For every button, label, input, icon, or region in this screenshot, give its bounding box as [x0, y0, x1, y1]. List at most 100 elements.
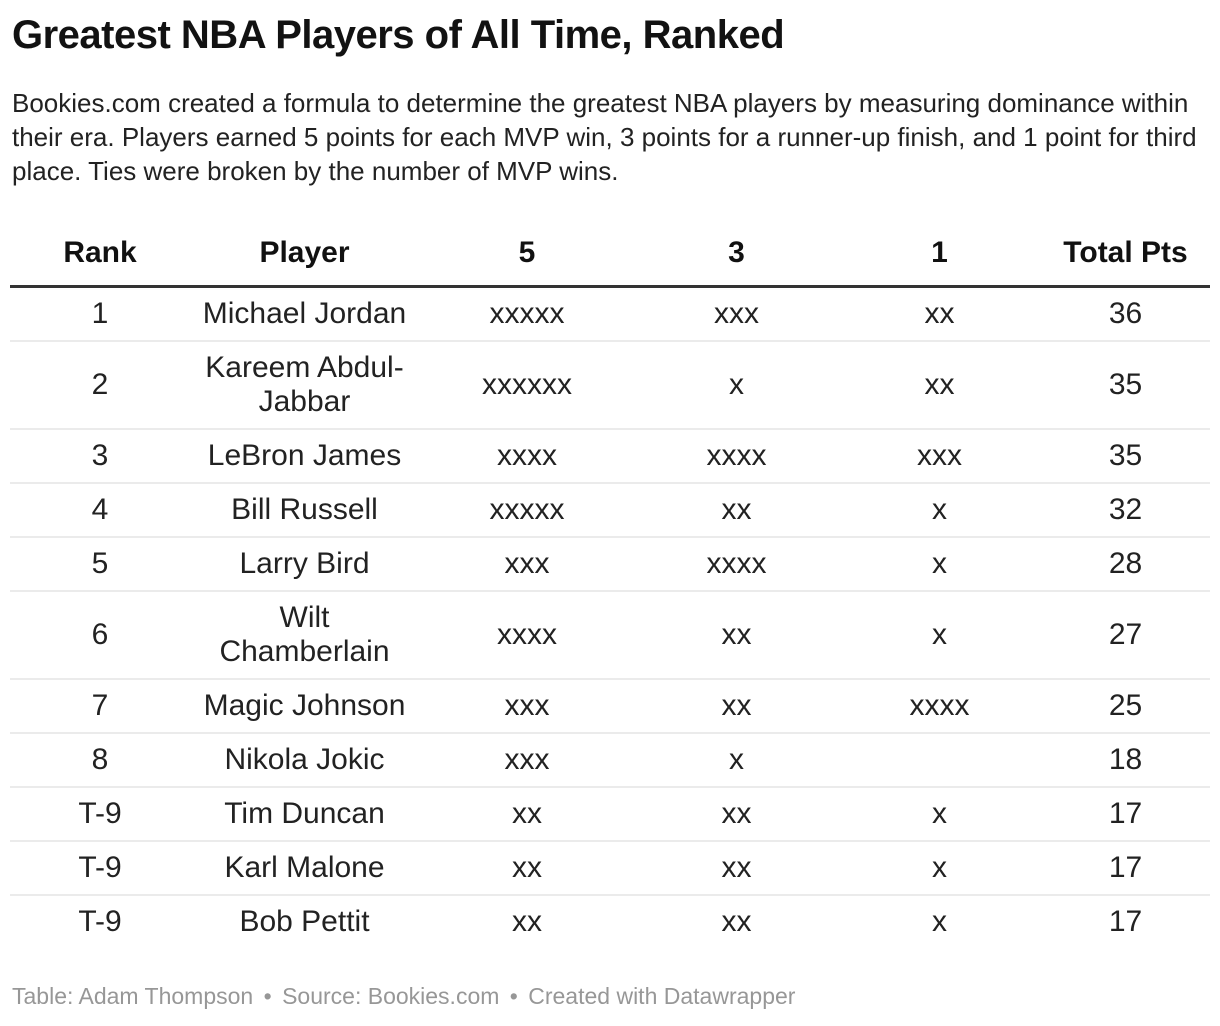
rank-cell: T-9	[10, 894, 190, 948]
cell-value: 1	[91, 297, 109, 330]
total-points-cell: 18	[1041, 732, 1210, 787]
cell-value: 8	[91, 743, 109, 776]
cell-value: 7	[91, 689, 109, 722]
five-points-cell: xxx	[419, 732, 635, 787]
cell-value: x	[932, 905, 947, 938]
table-row: T-9 Bob Pettit xx xx x 17	[10, 894, 1210, 948]
cell-value: xx	[721, 689, 752, 722]
cell-value: x	[932, 797, 947, 830]
one-point-cell: x	[838, 536, 1041, 591]
column-header-total-pts: Total Pts	[1041, 224, 1210, 288]
cell-value: xx	[512, 851, 542, 884]
cell-value: 17	[1108, 797, 1143, 830]
cell-value: x	[729, 368, 744, 401]
player-cell: Larry Bird	[190, 536, 419, 591]
table-row: 1 Michael Jordan xxxxx xxx xx 36	[10, 287, 1210, 342]
cell-value: 32	[1108, 493, 1143, 526]
table-row: T-9 Tim Duncan xx xx x 17	[10, 786, 1210, 841]
cell-value: 5	[91, 547, 109, 580]
rank-cell: 6	[10, 590, 190, 679]
player-cell: LeBron James	[190, 428, 419, 483]
table-row: 7 Magic Johnson xxx xx xxxx 25	[10, 678, 1210, 733]
player-name: Wilt Chamberlain	[219, 601, 390, 668]
player-name: LeBron James	[207, 439, 402, 472]
cell-value: x	[932, 547, 947, 580]
one-point-cell: x	[838, 840, 1041, 895]
three-points-cell: xxxx	[635, 536, 838, 591]
cell-value: x	[932, 618, 947, 651]
cell-value: 4	[91, 493, 109, 526]
table-credit: Table: Adam Thompson	[12, 983, 254, 1009]
table-header-row: Rank Player 5 3 1 Total Pts	[10, 224, 1210, 288]
player-name: Bill Russell	[231, 493, 378, 526]
total-points-cell: 28	[1041, 536, 1210, 591]
player-cell: Kareem Abdul-Jabbar	[190, 340, 419, 429]
cell-value: x	[729, 743, 744, 776]
one-point-cell: x	[838, 894, 1041, 948]
one-point-cell: x	[838, 590, 1041, 679]
cell-value: 2	[91, 368, 109, 401]
cell-value: T-9	[78, 905, 122, 938]
players-table: Rank Player 5 3 1 Total Pts 1 Michael Jor…	[10, 224, 1210, 948]
source-link[interactable]: Bookies.com	[367, 983, 500, 1009]
three-points-cell: x	[635, 340, 838, 429]
three-points-cell: xxx	[635, 287, 838, 342]
rank-cell: 1	[10, 287, 190, 342]
total-points-cell: 35	[1041, 428, 1210, 483]
cell-value: x	[932, 493, 947, 526]
cell-value: xx	[512, 797, 542, 830]
cell-value: 6	[91, 618, 109, 651]
cell-value: xxxx	[706, 547, 767, 580]
table-row: 8 Nikola Jokic xxx x 18	[10, 732, 1210, 787]
column-header-1-point: 1	[838, 224, 1041, 288]
five-points-cell: xxxxx	[419, 287, 635, 342]
rank-cell: 8	[10, 732, 190, 787]
three-points-cell: xx	[635, 840, 838, 895]
total-points-cell: 32	[1041, 482, 1210, 537]
column-header-3-points: 3	[635, 224, 838, 288]
table-row: 6 Wilt Chamberlain xxxx xx x 27	[10, 590, 1210, 679]
player-cell: Karl Malone	[190, 840, 419, 895]
table-row: 5 Larry Bird xxx xxxx x 28	[10, 536, 1210, 591]
five-points-cell: xxx	[419, 536, 635, 591]
bullet-separator: •	[263, 983, 272, 1009]
footer-credits: Table: Adam Thompson • Source: Bookies.c…	[12, 982, 1210, 1010]
cell-value: xx	[721, 618, 752, 651]
cell-value: 17	[1108, 851, 1143, 884]
datawrapper-credit-link[interactable]: Created with Datawrapper	[528, 983, 796, 1009]
five-points-cell: xxxx	[419, 428, 635, 483]
rank-cell: 7	[10, 678, 190, 733]
total-points-cell: 17	[1041, 840, 1210, 895]
column-header-player: Player	[190, 224, 419, 288]
cell-value: 3	[91, 439, 109, 472]
page-title: Greatest NBA Players of All Time, Ranked	[12, 13, 785, 57]
five-points-cell: xxx	[419, 678, 635, 733]
one-point-cell: xx	[838, 287, 1041, 342]
player-name: Michael Jordan	[202, 297, 407, 330]
one-point-cell: xxxx	[838, 678, 1041, 733]
bullet-separator: •	[509, 983, 518, 1009]
player-name: Bob Pettit	[239, 905, 370, 938]
cell-value: 27	[1108, 618, 1143, 651]
total-points-cell: 27	[1041, 590, 1210, 679]
cell-value: xx	[512, 905, 542, 938]
player-name: Magic Johnson	[203, 689, 406, 722]
player-name: Karl Malone	[224, 851, 385, 884]
cell-value: 28	[1108, 547, 1143, 580]
table-row: 4 Bill Russell xxxxx xx x 32	[10, 482, 1210, 537]
player-cell: Tim Duncan	[190, 786, 419, 841]
player-cell: Magic Johnson	[190, 678, 419, 733]
total-points-cell: 17	[1041, 894, 1210, 948]
page-description: Bookies.com created a formula to determi…	[12, 88, 1197, 186]
cell-value: 35	[1108, 439, 1143, 472]
cell-value: xx	[721, 905, 752, 938]
rank-cell: 4	[10, 482, 190, 537]
rank-cell: 2	[10, 340, 190, 429]
player-name: Tim Duncan	[224, 797, 385, 830]
cell-value: xx	[721, 851, 752, 884]
cell-value: x	[932, 851, 947, 884]
five-points-cell: xxxxx	[419, 482, 635, 537]
player-cell: Bob Pettit	[190, 894, 419, 948]
table-header: Rank Player 5 3 1 Total Pts	[10, 224, 1210, 288]
